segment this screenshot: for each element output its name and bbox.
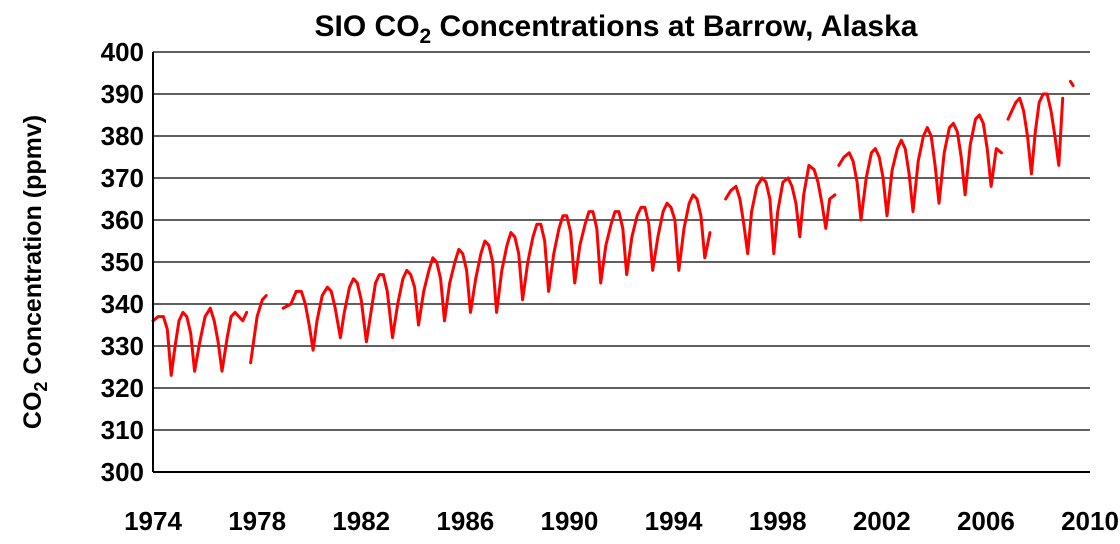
series-line-segment [151,306,249,377]
svg-text:CO2 Concentration (ppmv): CO2 Concentration (ppmv) [19,115,51,429]
x-tick-label: 1994 [645,506,703,536]
x-tick-label: 1974 [124,506,182,536]
y-tick-label: 330 [101,331,144,361]
x-tick-label: 1982 [332,506,390,536]
y-tick-label: 360 [101,205,144,235]
chart-title: SIO CO2 Concentrations at Barrow, Alaska [315,10,918,48]
x-tick-label: 2002 [853,506,911,536]
series-line-segment [1006,92,1065,176]
y-tick-label: 380 [101,121,144,151]
x-tick-label: 2006 [957,506,1015,536]
series-line-segment [724,163,837,256]
y-tick-label: 400 [101,37,144,67]
series-line-segment [281,193,712,352]
y-tick-label: 350 [101,247,144,277]
y-axis-label: CO2 Concentration (ppmv) [19,115,51,429]
gridlines [153,51,1090,431]
x-tick-label: 1986 [436,506,494,536]
y-tick-labels: 300 310 320 330 340 350 360 370 380 390 400 [101,37,144,487]
y-tick-label: 370 [101,163,144,193]
x-tick-label: 1990 [541,506,599,536]
series-line-segment [837,113,1003,222]
y-tick-label: 320 [101,373,144,403]
x-tick-label: 1998 [749,506,807,536]
series-lines [151,79,1075,377]
y-tick-label: 310 [101,415,144,445]
x-tick-label: 1978 [228,506,286,536]
series-line-segment [1069,79,1075,88]
y-tick-label: 390 [101,79,144,109]
y-tick-label: 340 [101,289,144,319]
series-line-segment [249,294,268,365]
y-tick-label: 300 [101,457,144,487]
x-tick-labels: 1974 1978 1982 1986 1990 1994 1998 2002 2006 2010 [124,506,1119,536]
x-tick-label: 2010 [1061,506,1119,536]
